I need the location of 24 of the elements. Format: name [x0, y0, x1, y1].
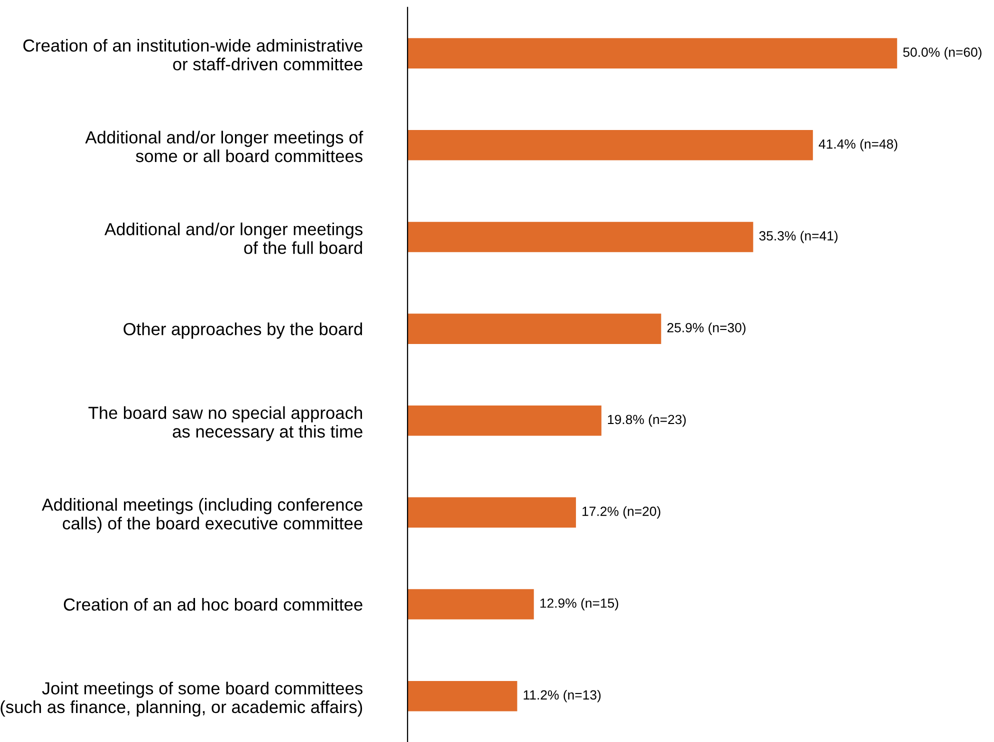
bar — [408, 405, 602, 436]
data-label: 12.9% (n=15) — [540, 598, 618, 610]
data-label: 11.2% (n=13) — [524, 690, 601, 702]
y-tick-label: Other approaches by the board — [124, 322, 362, 339]
y-tick-label: Additional and/or longer meetings of the full board — [104, 222, 362, 254]
y-tick-label: Additional and/or longer meetings of some or all board committees — [85, 130, 364, 162]
bar — [408, 222, 754, 252]
data-label: 35.3% (n=41) — [759, 230, 838, 244]
data-label: 50.0% (n=60) — [903, 47, 982, 60]
bar — [408, 314, 662, 344]
data-label: 41.4% (n=48) — [818, 139, 898, 152]
y-tick-label: The board saw no special approach as necessary at this time — [88, 406, 362, 442]
bar — [408, 130, 813, 160]
y-tick-label: Creation of an institution-wide administrative or staff-driven committee — [23, 38, 362, 70]
bar — [408, 38, 898, 68]
data-label: 17.2% (n=20) — [582, 506, 660, 519]
y-tick-label: Joint meetings of some board committees (such as finance, planning, or academic affairs) — [0, 682, 362, 717]
bar — [408, 497, 576, 528]
data-label: 25.9% (n=30) — [667, 322, 746, 335]
bar — [408, 589, 534, 620]
y-tick-label: Additional meetings (including conference calls) of the board executive committee — [42, 498, 362, 533]
bar — [408, 680, 518, 712]
data-label: 19.8% (n=23) — [608, 414, 686, 427]
y-tick-label: Creation of an ad hoc board committee — [64, 598, 362, 611]
